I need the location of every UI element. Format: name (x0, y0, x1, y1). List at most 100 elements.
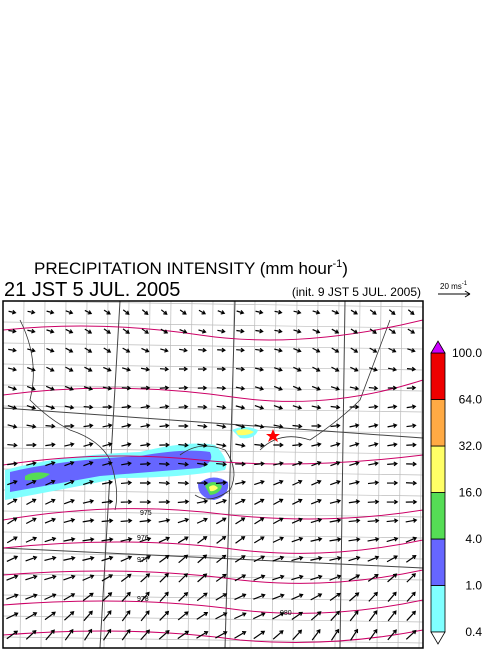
wind-arrow (386, 518, 399, 524)
wind-arrow (350, 628, 359, 641)
wind-arrow (217, 347, 226, 353)
wind-arrow (101, 555, 114, 562)
wind-arrow (405, 499, 418, 505)
wind-arrow (253, 612, 266, 620)
wind-arrow (407, 328, 416, 334)
wind-arrow (331, 309, 340, 315)
wind-arrow (329, 499, 342, 504)
wind-arrow (388, 328, 396, 334)
wind-arrow (120, 573, 132, 583)
wind-arrow (160, 348, 169, 353)
wind-arrow (25, 612, 38, 620)
wind-arrow (234, 480, 247, 485)
wind-arrow (8, 309, 17, 315)
wind-arrow (197, 554, 208, 564)
wind-arrow (177, 611, 189, 621)
wind-arrow (254, 424, 265, 429)
wind-arrow (26, 385, 36, 391)
graticule-line (3, 321, 423, 329)
wind-arrow (406, 610, 416, 621)
wind-arrow (368, 628, 378, 641)
wind-arrow (216, 424, 227, 429)
wind-arrow (179, 329, 188, 334)
wind-arrow (82, 555, 95, 561)
wind-arrow (84, 628, 93, 641)
wind-arrow (329, 518, 342, 523)
wind-arrow (388, 309, 396, 315)
wind-arrow (45, 385, 55, 391)
wind-arrow (64, 423, 75, 429)
graticule-line (250, 301, 256, 648)
wind-arrow (196, 517, 208, 524)
contour-label: 975 (140, 510, 152, 517)
wind-arrow (140, 423, 151, 428)
graticule-line (355, 301, 361, 648)
colorbar: 0.4 1.0 4.0 16.0 32.0 64.0 100.0 (430, 340, 483, 645)
wind-arrow (27, 367, 36, 372)
colorbar-label: 1.0 (465, 579, 482, 593)
wind-arrow (25, 629, 37, 640)
wind-arrow (63, 517, 76, 523)
wind-arrow (101, 537, 114, 542)
wind-arrow (140, 385, 151, 391)
graticule-line (3, 301, 423, 308)
wind-arrow (273, 424, 284, 429)
wind-arrow (178, 423, 189, 429)
wind-arrow (140, 442, 151, 448)
wind-arrow (406, 573, 416, 583)
wind-arrow (63, 593, 76, 601)
wind-arrow (350, 347, 359, 353)
wind-arrow (63, 574, 76, 581)
wind-arrow (254, 442, 265, 448)
wind-arrow (197, 461, 208, 467)
wind-arrow (102, 404, 113, 410)
wind-arrow (101, 574, 114, 582)
wind-arrow (349, 610, 359, 622)
colorbar-label: 64.0 (459, 393, 483, 407)
wind-arrow (102, 442, 113, 447)
wind-arrow (121, 591, 131, 602)
wind-arrow (63, 498, 75, 505)
wind-arrow (160, 328, 169, 334)
wind-arrow (236, 309, 245, 315)
wind-arrow (44, 611, 56, 621)
wind-arrow (158, 480, 171, 486)
wind-arrow (27, 328, 36, 334)
wind-arrow (83, 610, 93, 622)
contour-label: 978 (137, 596, 149, 603)
wind-arrow (45, 405, 56, 410)
wind-arrow (273, 461, 284, 466)
wind-arrow (331, 347, 340, 353)
wind-arrow (64, 479, 75, 486)
wind-arrow (253, 555, 266, 563)
contour-label: 976 (137, 535, 149, 542)
wind-arrow (387, 404, 398, 410)
isobar (3, 539, 423, 554)
wind-arrow (7, 498, 18, 506)
wind-arrow (367, 573, 379, 582)
wind-arrow (311, 442, 322, 447)
wind-arrow (348, 480, 360, 485)
wind-arrow (217, 328, 226, 334)
wind-arrow (44, 593, 57, 601)
wind-arrow (83, 442, 94, 447)
wind-arrow (368, 442, 379, 447)
colorbar-segment (430, 538, 446, 586)
wind-arrow (349, 442, 360, 447)
wind-arrow (7, 404, 18, 410)
wind-arrow (369, 367, 378, 372)
wind-arrow (312, 366, 321, 372)
wind-arrow (64, 611, 75, 621)
wind-arrow (349, 386, 360, 391)
wind-arrow (253, 536, 265, 544)
wind-arrow (254, 386, 265, 391)
wind-arrow (159, 610, 170, 621)
colorbar-label: 16.0 (459, 486, 483, 500)
wind-arrow (25, 555, 38, 562)
wind-arrow (63, 537, 76, 542)
wind-arrow (103, 328, 111, 334)
wind-arrow (158, 630, 170, 640)
wind-arrow (348, 555, 361, 562)
wind-arrow (330, 460, 341, 467)
wind-arrow (273, 385, 283, 391)
